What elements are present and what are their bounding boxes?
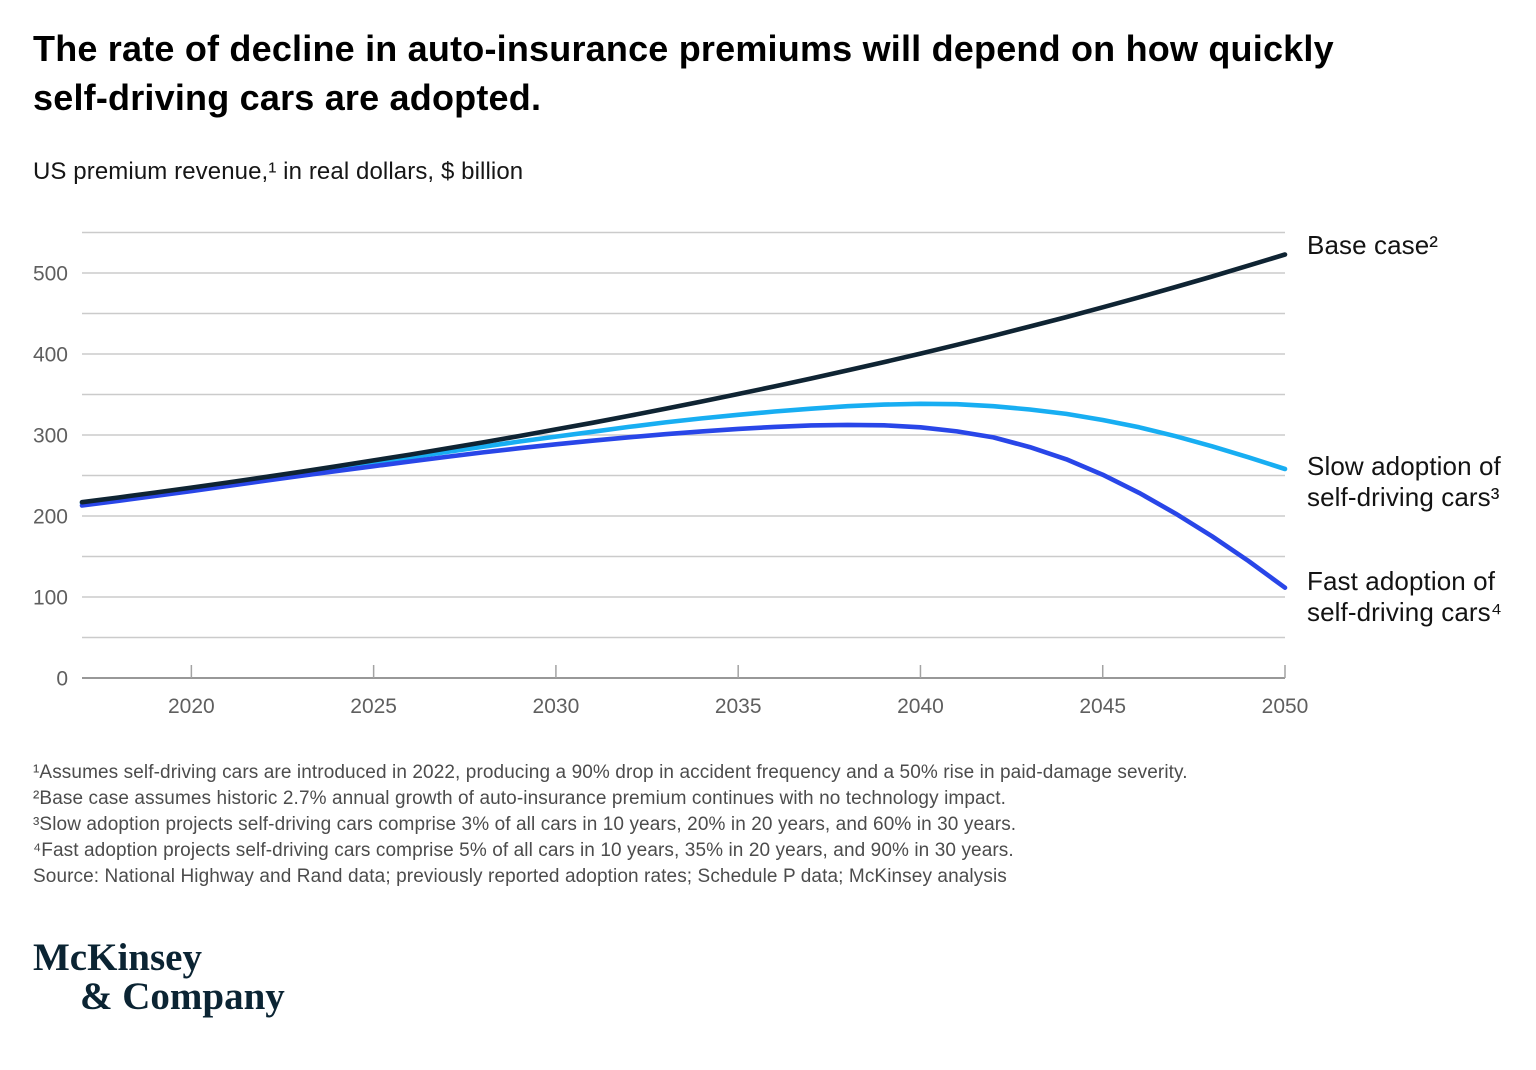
series-line-slow-adoption xyxy=(79,401,1288,506)
logo-line-1: McKinsey xyxy=(33,936,202,979)
x-tick-label-2040: 2040 xyxy=(897,695,944,718)
footnotes: ¹Assumes self-driving cars are introduce… xyxy=(33,760,1188,890)
source-line: Source: National Highway and Rand data; … xyxy=(33,866,1007,887)
premium-revenue-line-chart: 0 100 200 300 400 500 2020 2025 2030 2035 2040 2045… xyxy=(33,231,1309,718)
footnote-1: ¹Assumes self-driving cars are introduce… xyxy=(33,762,1188,783)
x-tick-label-2025: 2025 xyxy=(350,695,397,718)
footnote-3: ³Slow adoption projects self-driving car… xyxy=(33,814,1017,835)
x-tick-label-2050: 2050 xyxy=(1262,695,1309,718)
chart-title-line-2: self-driving cars are adopted. xyxy=(33,77,542,118)
y-tick-label-100: 100 xyxy=(33,587,68,610)
chart-title: The rate of decline in auto-insurance pr… xyxy=(33,24,1334,122)
footnote-4: ⁴Fast adoption projects self-driving car… xyxy=(33,840,1014,861)
x-tick-label-2045: 2045 xyxy=(1079,695,1126,718)
x-tick-label-2030: 2030 xyxy=(533,695,580,718)
series-line-fast-adoption xyxy=(79,422,1288,590)
logo-line-2: & Company xyxy=(80,975,285,1018)
legend-label-base-case: Base case² xyxy=(1307,230,1439,260)
footnote-2: ²Base case assumes historic 2.7% annual … xyxy=(33,788,1007,809)
y-tick-label-0: 0 xyxy=(56,668,68,691)
legend-label-fast-adoption: Fast adoption of self-driving cars⁴ xyxy=(1307,566,1503,627)
x-tick-label-2035: 2035 xyxy=(715,695,762,718)
mckinsey-logo: McKinsey & Company xyxy=(33,938,285,1016)
y-tick-label-200: 200 xyxy=(33,506,68,529)
y-tick-label-400: 400 xyxy=(33,344,68,367)
y-tick-label-500: 500 xyxy=(33,263,68,286)
series-line-base-case xyxy=(79,252,1288,505)
y-tick-label-300: 300 xyxy=(33,425,68,448)
legend-label-slow-adoption: Slow adoption of self-driving cars³ xyxy=(1307,451,1501,512)
x-tick-label-2020: 2020 xyxy=(168,695,215,718)
chart-subtitle: US premium revenue,¹ in real dollars, $ … xyxy=(33,158,524,185)
chart-title-line-1: The rate of decline in auto-insurance pr… xyxy=(33,28,1334,69)
